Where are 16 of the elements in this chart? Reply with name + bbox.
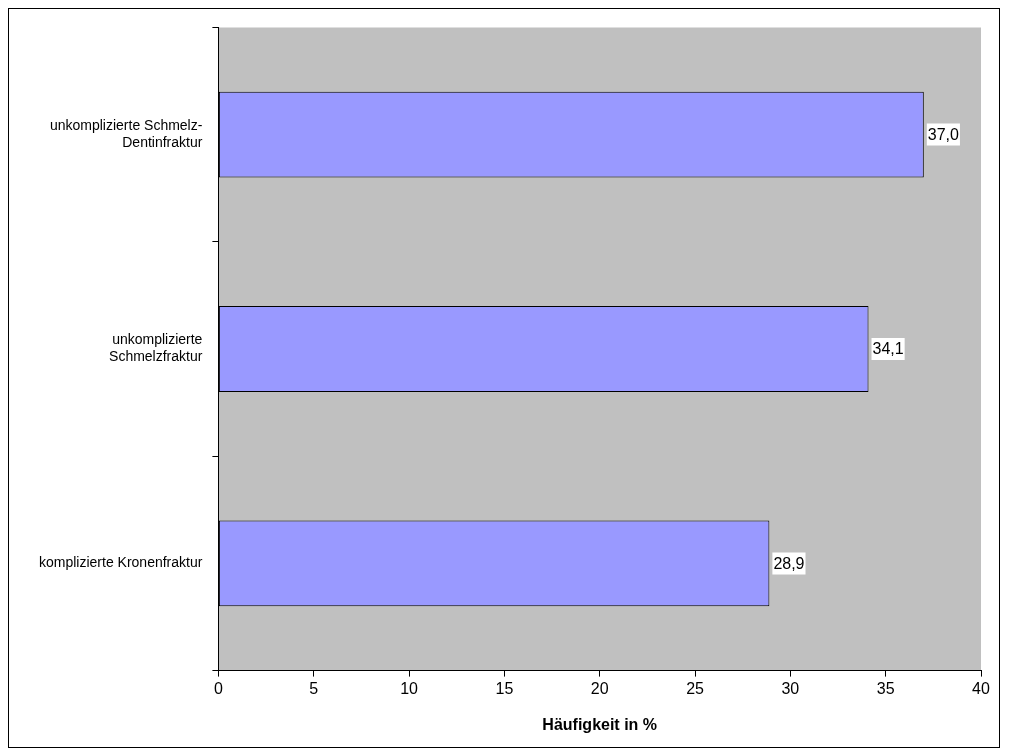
x-tick-label: 10 — [400, 679, 419, 697]
data-label: 34,1 — [872, 340, 904, 358]
x-axis-title: Häufigkeit in % — [542, 715, 658, 733]
x-tick-label: 0 — [213, 679, 223, 697]
x-tick-label: 15 — [495, 679, 514, 697]
x-tick-label: 25 — [686, 679, 705, 697]
y-tick-label: unkomplizierte Schmelz- Dentinfraktur — [49, 117, 203, 150]
x-tick-label: 35 — [876, 679, 895, 697]
data-label: 28,9 — [773, 554, 805, 572]
x-tick-label: 20 — [590, 679, 609, 697]
data-label: 37,0 — [927, 126, 960, 144]
x-tick-label: 40 — [972, 679, 990, 697]
x-tick-label: 5 — [309, 679, 319, 697]
y-tick-label: unkomplizierte Schmelzfraktur — [109, 331, 203, 365]
y-tick-label: komplizierte Kronenfraktur — [38, 554, 203, 571]
x-tick-label: 30 — [781, 679, 800, 697]
